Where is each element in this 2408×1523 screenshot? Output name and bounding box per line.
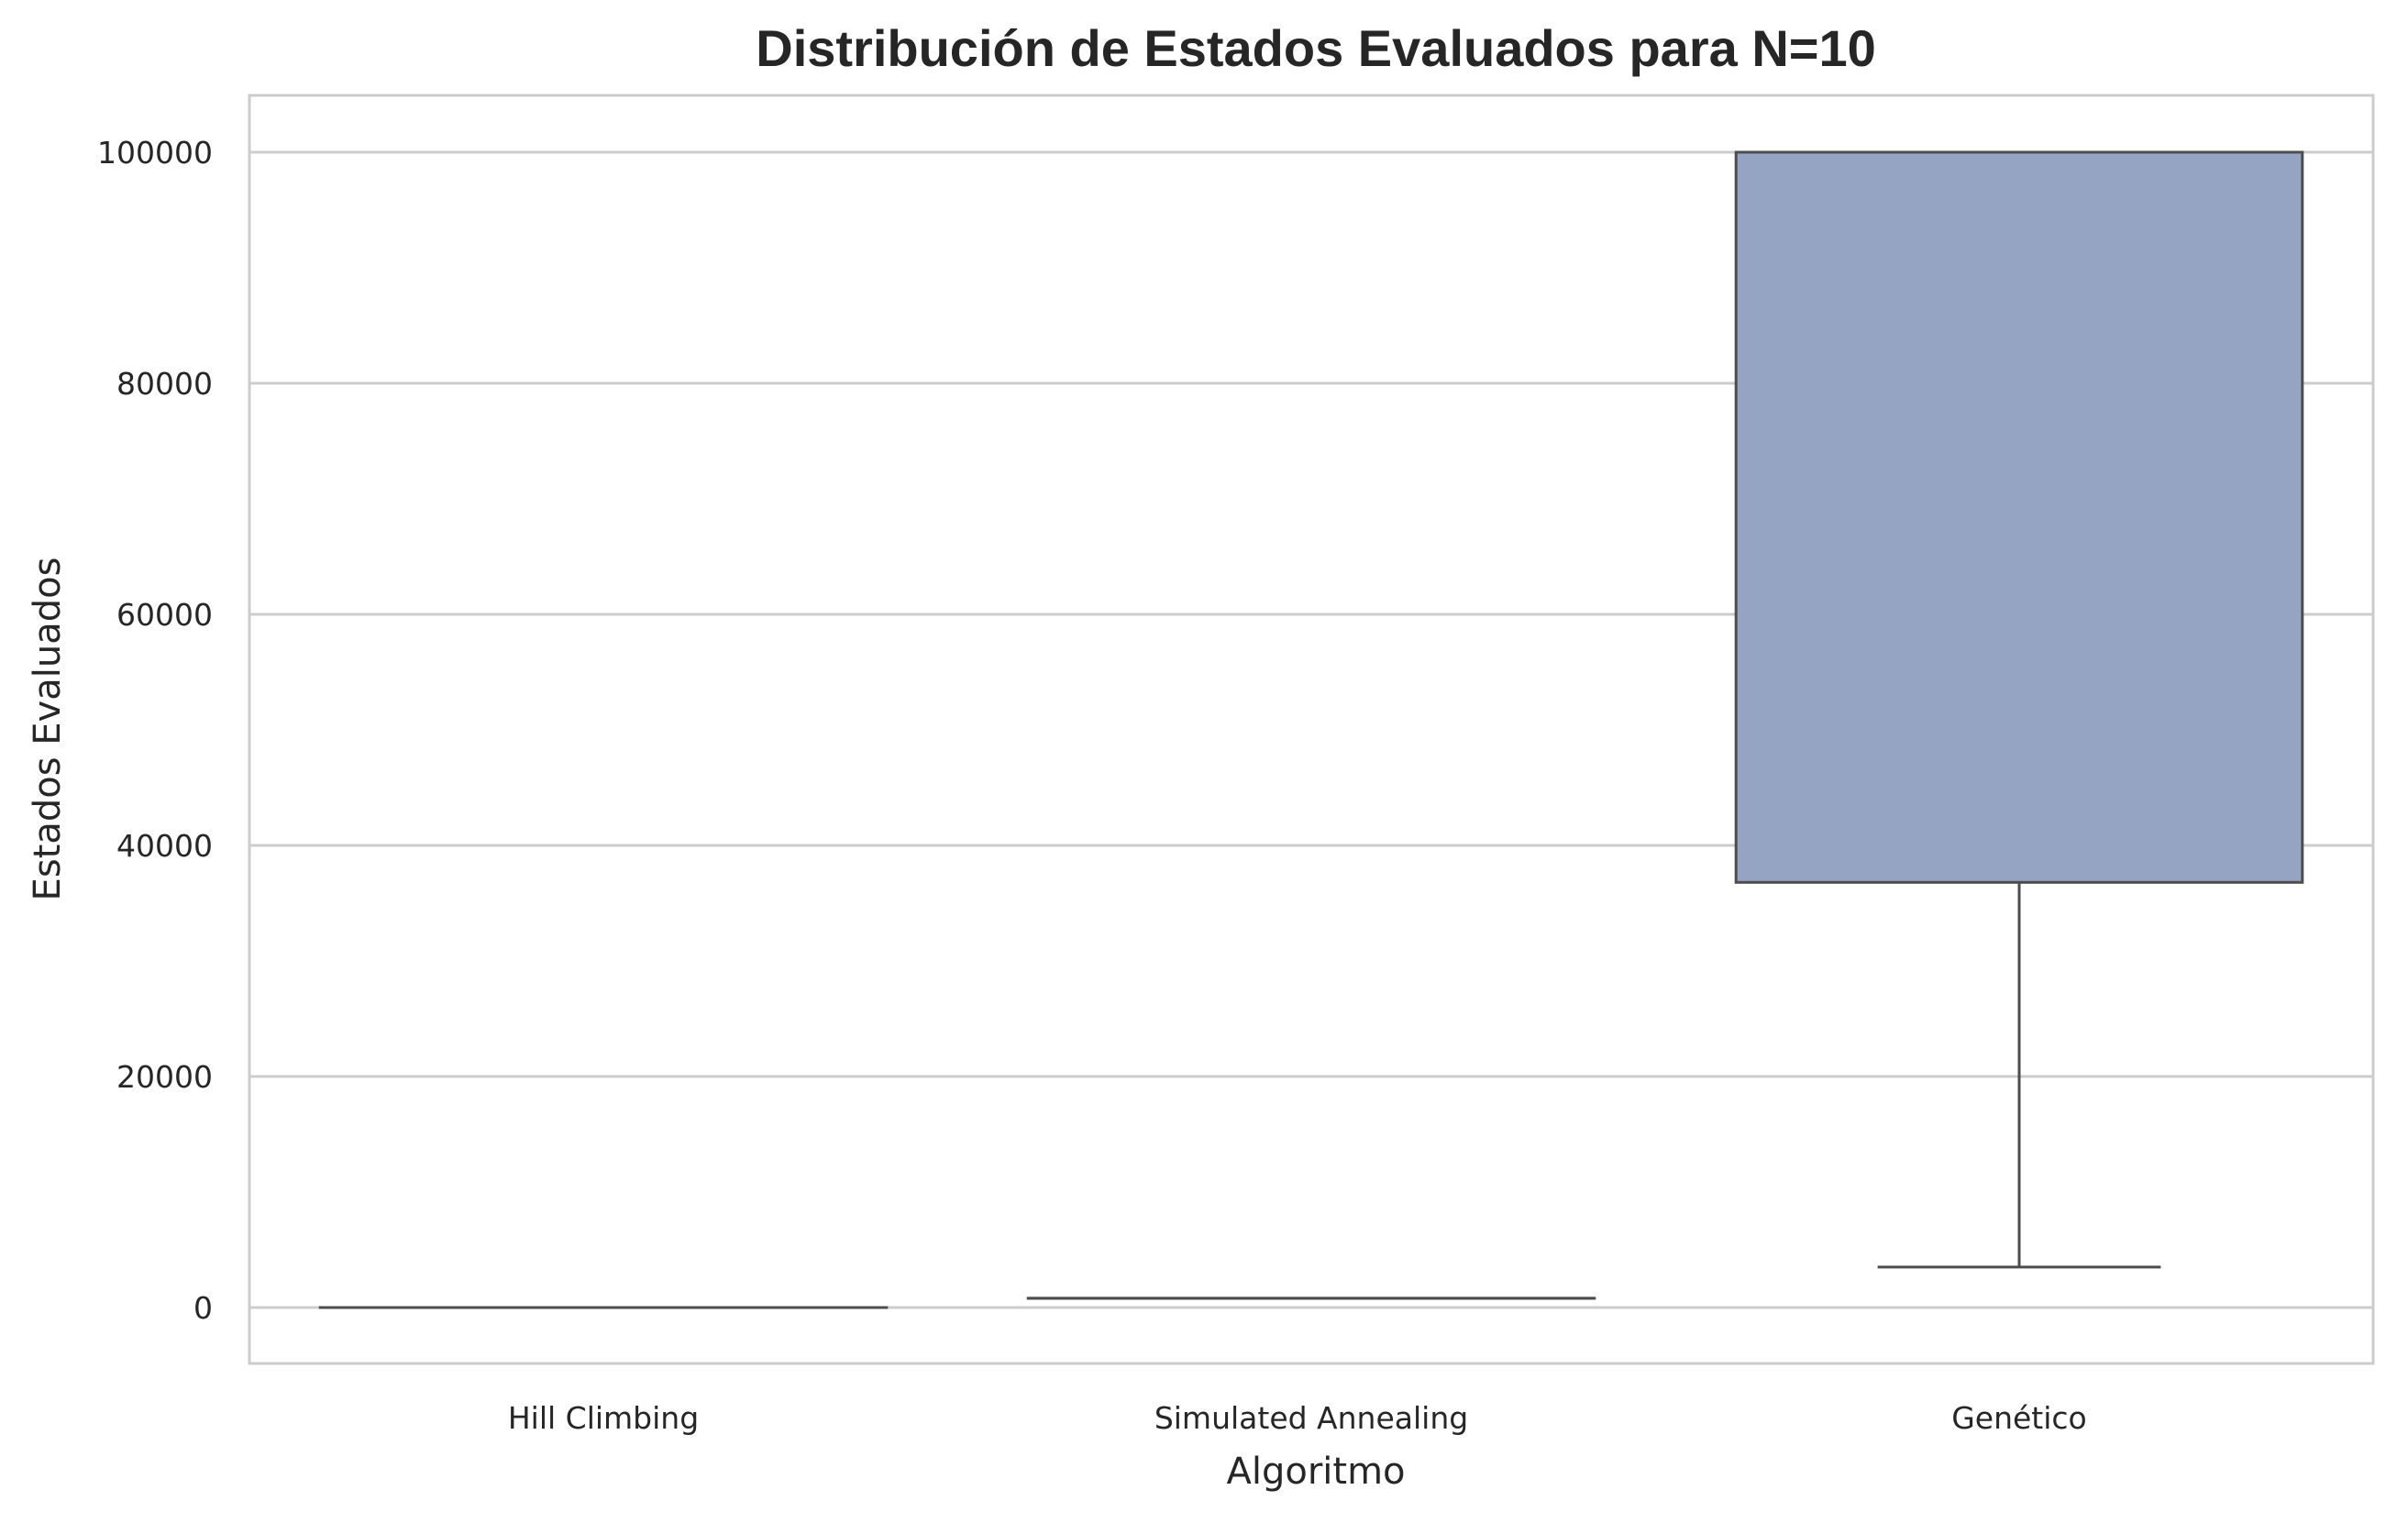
x-axis-ticks: Hill Climbing Simulated Annealing Genético — [508, 1400, 2087, 1436]
y-tick-label: 80000 — [116, 366, 213, 402]
box-group — [1734, 150, 2304, 1269]
box-iqr — [1734, 150, 2304, 884]
y-axis-label: Estados Evaluados — [27, 557, 69, 901]
y-tick-label: 60000 — [116, 597, 213, 633]
y-tick-label: 20000 — [116, 1059, 213, 1095]
y-tick-label: 100000 — [97, 135, 213, 171]
chart-title: Distribución de Estados Evaluados para N… — [756, 19, 1876, 77]
x-axis-label: Algoritmo — [1226, 1451, 1405, 1493]
grid-lines — [249, 150, 2373, 1309]
y-tick-label: 40000 — [116, 828, 213, 864]
y-axis-ticks: 0 20000 40000 60000 80000 100000 — [97, 135, 213, 1326]
box-plot-series — [318, 150, 2304, 1309]
plot-frame — [248, 94, 2375, 1365]
y-tick-label: 0 — [193, 1290, 213, 1326]
x-tick-label: Hill Climbing — [508, 1400, 699, 1436]
x-tick-label: Simulated Annealing — [1154, 1400, 1468, 1436]
x-tick-label: Genético — [1951, 1400, 2087, 1436]
